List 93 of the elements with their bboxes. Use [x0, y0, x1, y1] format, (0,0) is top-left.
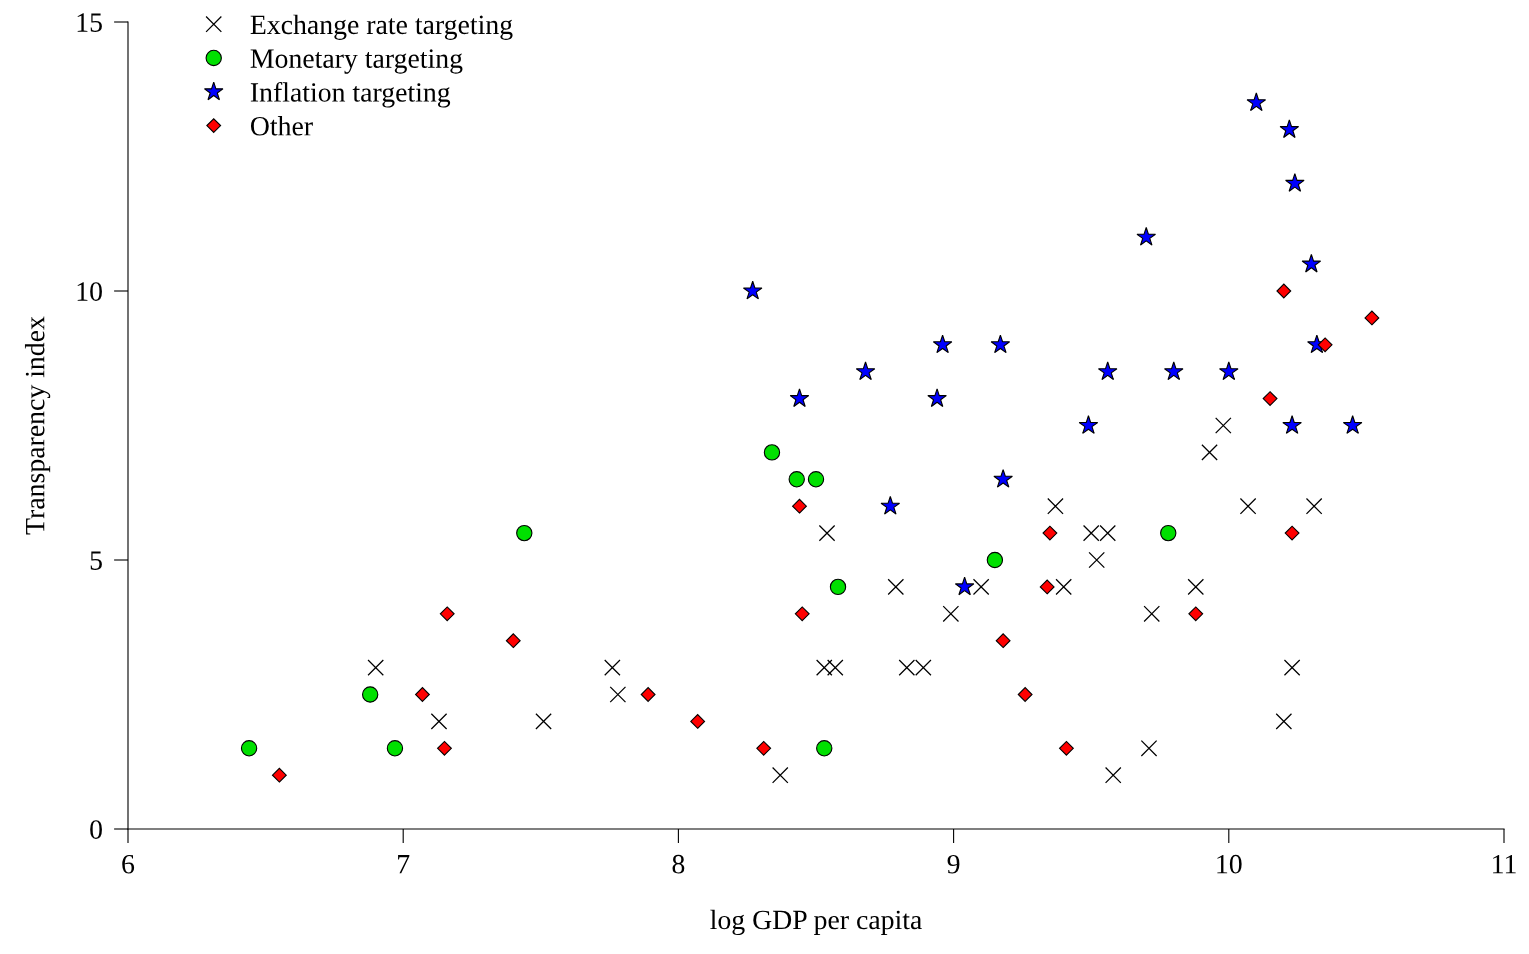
point: [1088, 551, 1105, 569]
point: [995, 633, 1011, 649]
point: [367, 659, 384, 676]
point: [927, 388, 947, 408]
point: [855, 361, 876, 381]
point: [1097, 361, 1118, 381]
point: [604, 659, 621, 676]
point: [1364, 310, 1380, 326]
point: [1059, 740, 1074, 756]
x-tick-label: 8: [672, 854, 685, 874]
point: [1342, 415, 1363, 434]
point: [1283, 659, 1301, 676]
point: [986, 551, 1004, 569]
point: [240, 740, 258, 757]
point: [972, 578, 990, 596]
point: [415, 687, 430, 702]
point: [271, 767, 287, 783]
legend-label: Exchange rate targeting: [250, 14, 513, 40]
point: [742, 280, 763, 300]
point: [430, 713, 448, 730]
point: [1276, 283, 1292, 299]
point: [792, 498, 807, 514]
point: [1275, 713, 1293, 730]
point: [771, 766, 789, 784]
point: [1143, 605, 1161, 623]
point: [788, 471, 805, 488]
point: [1201, 444, 1218, 461]
point: [1078, 415, 1099, 434]
point: [1055, 578, 1072, 596]
point: [690, 713, 706, 729]
point: [880, 495, 901, 515]
point: [990, 334, 1011, 354]
point: [807, 471, 825, 488]
point: [1215, 417, 1232, 434]
point: [993, 469, 1013, 488]
point: [763, 444, 781, 461]
point: [1279, 119, 1300, 139]
point: [1160, 524, 1177, 542]
y-tick-label: 5: [90, 551, 102, 570]
point: [439, 606, 455, 622]
point: [1246, 92, 1267, 112]
point: [1284, 525, 1300, 541]
point: [1301, 253, 1322, 273]
point: [516, 524, 533, 542]
legend-label: Monetary targeting: [250, 49, 463, 74]
point: [1017, 687, 1033, 702]
point: [1218, 361, 1239, 381]
y-tick-label: 15: [77, 13, 102, 32]
point: [1239, 497, 1257, 515]
point: [1042, 525, 1058, 541]
point: [1305, 497, 1323, 515]
point: [505, 633, 521, 649]
point: [887, 578, 905, 596]
legend-label: Inflation targeting: [250, 82, 451, 108]
point: [818, 524, 836, 542]
point: [829, 578, 847, 596]
point: [361, 686, 379, 703]
point: [386, 740, 404, 757]
point: [1262, 391, 1278, 407]
point: [794, 606, 810, 622]
point: [437, 740, 452, 756]
x-tick-label: 6: [122, 854, 135, 874]
point: [816, 740, 833, 757]
point: [1163, 361, 1184, 381]
x-tick-label: 9: [947, 854, 960, 874]
y-axis-title: Transparency index: [24, 316, 51, 535]
point: [942, 605, 960, 623]
x-tick-label: 10: [1217, 854, 1242, 874]
point: [1282, 415, 1302, 434]
x-tick-label: 11: [1493, 854, 1516, 874]
point: [815, 659, 833, 676]
x-axis-title: log GDP per capita: [710, 909, 922, 936]
point: [1317, 337, 1333, 353]
x-tick-label: 7: [398, 855, 410, 874]
point: [756, 740, 772, 756]
point: [1136, 226, 1157, 246]
point: [1188, 606, 1204, 622]
point: [1039, 579, 1055, 595]
point: [1285, 173, 1305, 192]
point: [827, 659, 844, 676]
y-tick-label: 10: [77, 282, 102, 301]
point: [954, 576, 975, 596]
point: [1140, 740, 1158, 757]
point: [535, 713, 552, 730]
point: [1187, 578, 1205, 596]
y-tick-label: 0: [90, 820, 102, 839]
point: [932, 334, 953, 354]
point: [1047, 497, 1064, 515]
point: [789, 388, 810, 408]
point: [609, 686, 627, 703]
point: [640, 687, 656, 702]
legend-label: Other: [250, 116, 313, 136]
point: [1104, 766, 1122, 784]
